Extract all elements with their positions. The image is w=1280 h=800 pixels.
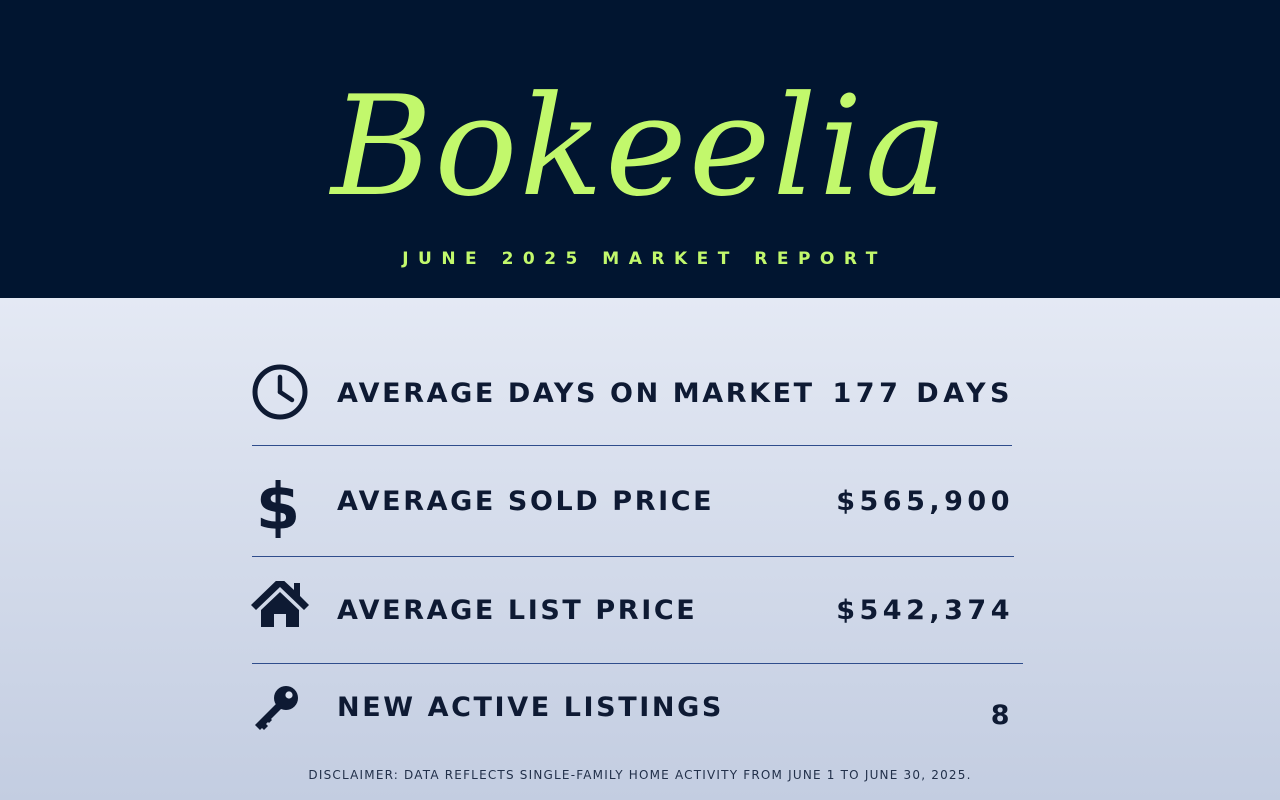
svg-text:$: $ (256, 472, 301, 538)
divider (252, 556, 1014, 557)
stat-label: AVERAGE SOLD PRICE (337, 486, 715, 517)
stat-row-days-on-market: AVERAGE DAYS ON MARKET 177 DAYS (0, 364, 1280, 424)
stat-row-list-price: AVERAGE LIST PRICE $542,374 (0, 581, 1280, 641)
stat-value: $565,900 (836, 486, 1014, 517)
dollar-icon: $ (250, 472, 312, 538)
stats-panel (0, 298, 1280, 800)
divider (252, 663, 1023, 664)
header-banner: Bokeelia JUNE 2025 MARKET REPORT (0, 0, 1280, 298)
report-subtitle: JUNE 2025 MARKET REPORT (402, 249, 887, 269)
clock-icon (250, 364, 312, 424)
key-icon (250, 680, 312, 740)
stat-label: AVERAGE DAYS ON MARKET (337, 378, 815, 409)
house-icon (250, 581, 312, 641)
disclaimer: DISCLAIMER: DATA REFLECTS SINGLE-FAMILY … (308, 768, 972, 782)
stat-value: 8 (990, 700, 1014, 731)
divider (252, 445, 1012, 446)
stat-label: NEW ACTIVE LISTINGS (337, 692, 724, 723)
brand-title: Bokeelia (331, 66, 949, 227)
stat-row-new-listings: NEW ACTIVE LISTINGS 8 (0, 680, 1280, 740)
stat-value: $542,374 (836, 595, 1014, 626)
stat-label: AVERAGE LIST PRICE (337, 595, 698, 626)
stat-row-sold-price: $ AVERAGE SOLD PRICE $565,900 (0, 472, 1280, 538)
stat-value: 177 DAYS (832, 378, 1014, 409)
